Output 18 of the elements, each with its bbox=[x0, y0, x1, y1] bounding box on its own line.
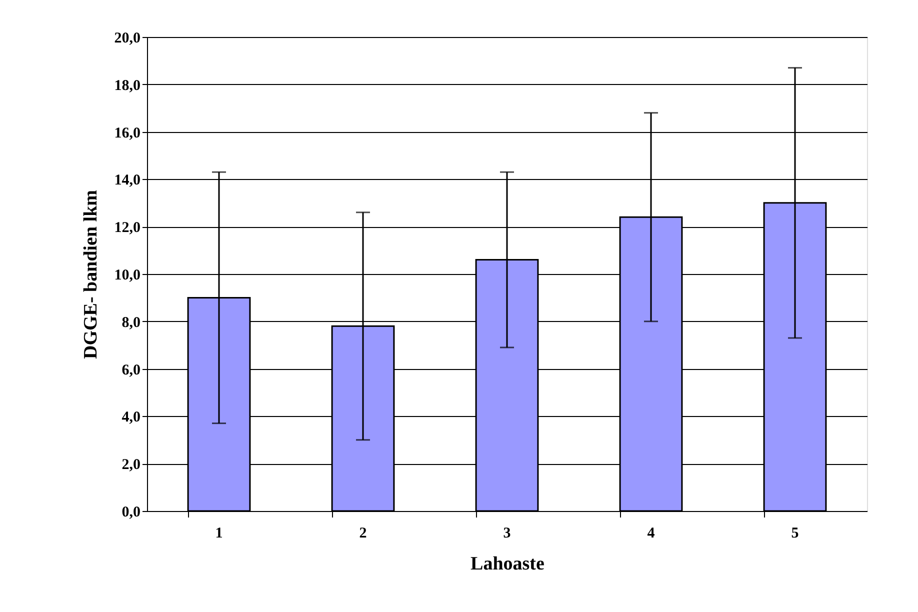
y-tick-label: 16,0 bbox=[114, 125, 140, 142]
x-tick-label: 1 bbox=[215, 526, 223, 542]
y-tick-label: 12,0 bbox=[114, 220, 140, 236]
y-tick-label: 18,0 bbox=[114, 78, 140, 94]
x-axis-title: Lahoaste bbox=[470, 554, 544, 574]
y-tick-label: 0,0 bbox=[122, 504, 140, 520]
y-tick-label: 20,0 bbox=[114, 30, 140, 46]
y-tick-label: 14,0 bbox=[114, 172, 140, 189]
y-axis-title: DGGE- bandien lkm bbox=[80, 190, 102, 359]
y-tick-label: 4,0 bbox=[122, 410, 140, 426]
x-tick-label: 3 bbox=[503, 526, 511, 542]
x-tick-label: 5 bbox=[791, 526, 799, 542]
x-tick-label: 2 bbox=[359, 526, 367, 542]
y-tick-label: 6,0 bbox=[122, 362, 140, 378]
y-tick-label: 2,0 bbox=[122, 457, 140, 474]
y-tick-label: 10,0 bbox=[114, 268, 140, 284]
x-tick-label: 4 bbox=[647, 526, 656, 542]
y-tick-label: 8,0 bbox=[122, 314, 140, 331]
